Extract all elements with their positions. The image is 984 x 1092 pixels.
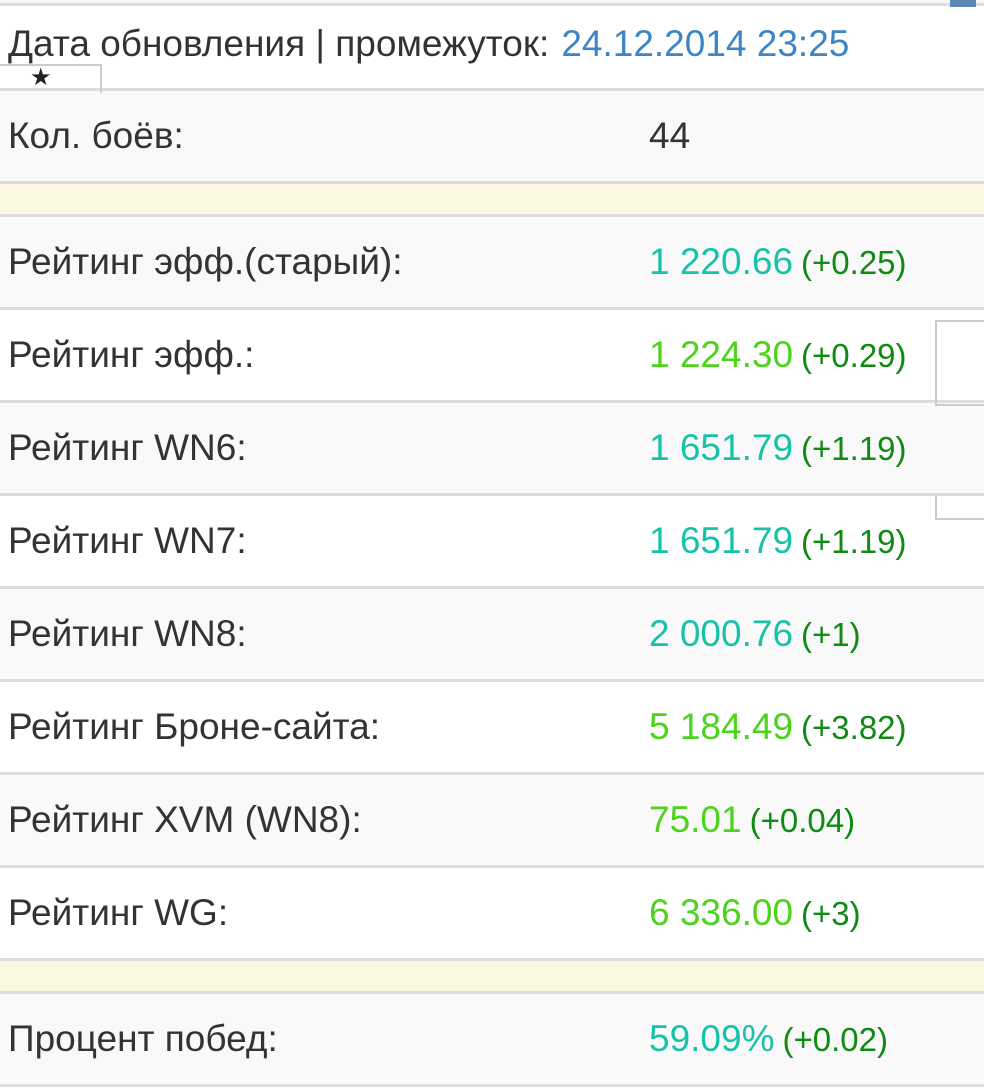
rating-row: Рейтинг WN7: 1 651.79 (+1.19) [0, 496, 984, 589]
rating-delta: (+1.19) [801, 523, 907, 560]
rating-delta: (+3) [801, 895, 861, 932]
rating-label: Рейтинг эфф.(старый): [8, 241, 403, 282]
rating-value: 1 224.30 (+0.29) [649, 334, 907, 375]
rating-value: 1 220.66 (+0.25) [649, 241, 907, 282]
rating-row: Рейтинг WN6: 1 651.79 (+1.19) [0, 403, 984, 496]
update-date-value[interactable]: 24.12.2014 23:25 [561, 23, 850, 64]
rating-label: Рейтинг WN6: [8, 427, 247, 468]
rating-row: Рейтинг WG: 6 336.00 (+3) [0, 868, 984, 961]
rating-value: 1 651.79 (+1.19) [649, 427, 907, 468]
rating-value: 2 000.76 (+1) [649, 613, 861, 654]
rating-label: Рейтинг Броне-сайта: [8, 706, 381, 747]
winrate-row: Процент побед: 59.09% (+0.02) [0, 994, 984, 1087]
update-date-row: Дата обновления | промежуток: 24.12.2014 … [0, 6, 984, 91]
battles-row: Кол. боёв: 44 [0, 91, 984, 184]
winrate-label: Процент побед: [8, 1018, 278, 1059]
rating-label: Рейтинг эфф.: [8, 334, 255, 375]
overlay-tab-edge [0, 64, 102, 93]
rating-row: Рейтинг WN8: 2 000.76 (+1) [0, 589, 984, 682]
rating-delta: (+1) [801, 616, 861, 653]
battles-value: 44 [649, 115, 691, 156]
rating-value: 5 184.49 (+3.82) [649, 706, 907, 747]
rating-delta: (+0.25) [801, 244, 907, 281]
section-separator [0, 184, 984, 217]
update-date-label: Дата обновления | промежуток: [8, 23, 550, 64]
rating-delta: (+0.04) [749, 802, 856, 839]
side-panel-edge [935, 320, 984, 406]
rating-value: 75.01 (+0.04) [649, 799, 856, 840]
rating-row: Рейтинг эфф.: 1 224.30 (+0.29) [0, 310, 984, 403]
rating-row: Рейтинг XVM (WN8): 75.01 (+0.04) [0, 775, 984, 868]
rating-delta: (+1.19) [801, 430, 907, 467]
star-icon[interactable]: ★ [30, 64, 52, 91]
section-separator [0, 961, 984, 994]
stats-table: Дата обновления | промежуток: 24.12.2014 … [0, 6, 984, 1087]
rating-label: Рейтинг WG: [8, 892, 229, 933]
winrate-value: 59.09% (+0.02) [649, 1018, 888, 1059]
rating-delta: (+3.82) [801, 709, 907, 746]
rating-label: Рейтинг XVM (WN8): [8, 799, 362, 840]
top-divider [0, 0, 984, 6]
rating-delta: (+0.29) [801, 337, 907, 374]
battles-label: Кол. боёв: [8, 115, 184, 156]
rating-row: Рейтинг Броне-сайта: 5 184.49 (+3.82) [0, 682, 984, 775]
rating-row: Рейтинг эфф.(старый): 1 220.66 (+0.25) [0, 217, 984, 310]
side-panel-edge [935, 496, 984, 520]
rating-value: 6 336.00 (+3) [649, 892, 861, 933]
rating-label: Рейтинг WN7: [8, 520, 247, 561]
rating-value: 1 651.79 (+1.19) [649, 520, 907, 561]
rating-label: Рейтинг WN8: [8, 613, 247, 654]
winrate-delta: (+0.02) [782, 1021, 888, 1058]
scroll-indicator[interactable] [950, 0, 976, 7]
